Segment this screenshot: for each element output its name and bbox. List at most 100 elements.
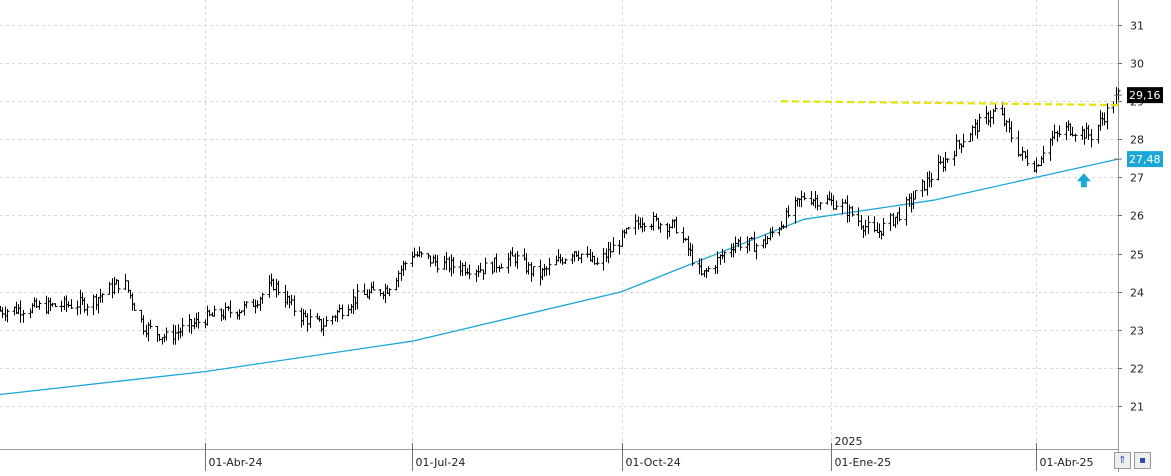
ohlc-bar (180, 318, 185, 337)
y-tick-label: 31 (1130, 20, 1144, 33)
floppy-disk-icon: ▪ (1139, 455, 1146, 466)
ohlc-bar (1025, 149, 1030, 167)
ohlc-bar (21, 309, 26, 323)
x-tick-label: 01-Abr-25 (1040, 456, 1094, 469)
ohlc-bar (419, 251, 424, 258)
x-tick-label: 01-Ene-25 (835, 456, 892, 469)
ohlc-bar (850, 205, 855, 217)
plot-area (0, 0, 1118, 472)
ohlc-bar (228, 300, 233, 318)
ohlc-bar (563, 258, 568, 265)
double-chevron-up-icon: ⇑ (1118, 455, 1127, 466)
ohlc-bar (467, 264, 472, 280)
ohlc-bar (579, 253, 584, 264)
ohlc-bar (642, 222, 647, 232)
ohlc-bar (977, 113, 982, 132)
ohlc-bar (611, 237, 616, 253)
ohlc-bar (69, 299, 74, 310)
ohlc-bar (387, 288, 392, 297)
arrow-up-icon (1076, 173, 1091, 188)
y-tick-label: 25 (1130, 249, 1144, 262)
y-tick-label: 26 (1130, 210, 1144, 223)
ohlc-bar (260, 292, 265, 304)
ohlc-bar (834, 200, 839, 210)
x-tick-label: 01-Abr-24 (209, 456, 263, 469)
y-tick-label: 30 (1130, 58, 1144, 71)
ohlc-bar (499, 263, 504, 269)
ohlc-bar (786, 205, 791, 218)
y-tick-label: 28 (1130, 134, 1144, 147)
ohlc-bar (132, 302, 137, 311)
price-bars (0, 87, 1121, 345)
ohlc-bar (5, 308, 10, 323)
ohlc-bar (674, 216, 679, 234)
ohlc-bar (690, 244, 695, 267)
ohlc-bar (435, 255, 440, 273)
ohlc-bar (913, 190, 918, 200)
ohlc-bar (722, 251, 727, 263)
ohlc-bar (196, 312, 201, 329)
scroll-chart-button[interactable]: ⇑ (1114, 452, 1131, 469)
y-tick-label: 23 (1130, 325, 1144, 338)
last-price-label-text: 29,16 (1129, 89, 1161, 102)
ohlc-bar (961, 133, 966, 148)
y-tick-label: 24 (1130, 287, 1144, 300)
ohlc-bar (818, 201, 823, 210)
ohlc-bar (292, 295, 297, 316)
y-tick-label: 22 (1130, 363, 1144, 376)
grid-lines (0, 0, 1118, 449)
ohlc-bar (897, 207, 902, 222)
ohlc-bar (148, 319, 153, 329)
ohlc-bar (770, 226, 775, 238)
ohlc-bar (37, 300, 42, 310)
last-price-label-box (1127, 87, 1163, 104)
ohlc-bar (355, 284, 360, 310)
ohlc-bar (403, 261, 408, 271)
ohlc-bar (116, 279, 121, 294)
ohlc-bar (100, 293, 105, 303)
x-tick-label: 01-Oct-24 (626, 456, 681, 469)
ohlc-bar (738, 236, 743, 251)
y-tick-label: 27 (1130, 172, 1144, 185)
x-tick-label: 01-Jul-24 (416, 456, 466, 469)
ohlc-bar (212, 305, 217, 317)
ohlc-bar (658, 222, 663, 233)
ohlc-bar (945, 158, 950, 163)
ohlc-bar (1073, 133, 1078, 142)
ohlc-bar (802, 192, 807, 201)
ohlc-bar (515, 250, 520, 269)
ohlc-bar (483, 257, 488, 275)
moving-average-line (0, 158, 1119, 396)
ohlc-bar (85, 303, 90, 316)
ohlc-bar (308, 309, 313, 328)
ohlc-bar (881, 217, 886, 237)
save-chart-button[interactable]: ▪ (1134, 452, 1151, 469)
ohlc-bar (53, 303, 58, 307)
ohlc-bar (1105, 103, 1110, 130)
ohlc-bar (276, 280, 281, 296)
ohlc-bar (929, 172, 934, 188)
ohlc-bar (1057, 125, 1062, 138)
ohlc-bar (451, 257, 456, 274)
ohlc-bar (754, 243, 759, 260)
ohlc-bar (1009, 121, 1014, 143)
ohlc-bar (340, 304, 345, 320)
ohlc-bar (1089, 129, 1094, 148)
y-tick-label: 21 (1130, 401, 1144, 414)
ohlc-bar (164, 327, 169, 341)
ohlc-bar (626, 226, 631, 230)
ohlc-bar (547, 257, 552, 276)
ohlc-bar (371, 281, 376, 291)
ma-value-label-text: 27,48 (1129, 153, 1161, 166)
ohlc-bar (324, 316, 329, 327)
year-marker-label: 2025 (835, 435, 863, 448)
resistance-line (780, 100, 1119, 107)
ohlc-bar (531, 266, 536, 277)
ohlc-bar (706, 266, 711, 273)
ma-value-label-box (1127, 151, 1163, 168)
ohlc-bar (244, 301, 249, 309)
ohlc-bar (866, 215, 871, 235)
ohlc-bar (1041, 145, 1046, 164)
